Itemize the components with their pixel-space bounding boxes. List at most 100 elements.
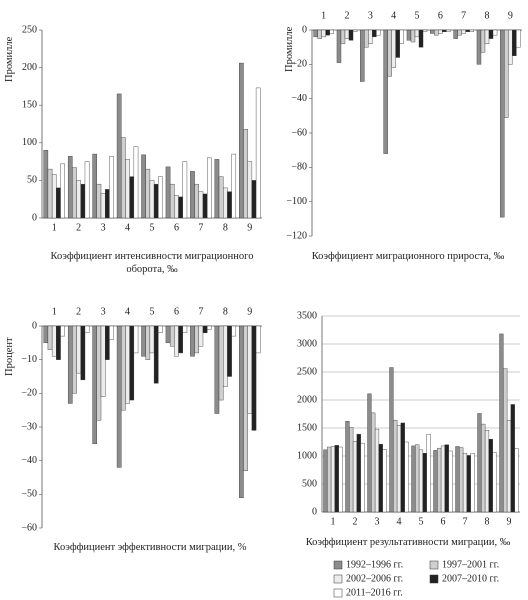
bar <box>231 325 237 337</box>
bar <box>251 325 257 431</box>
y-tick-label: −60 <box>21 522 37 533</box>
bar <box>433 450 438 513</box>
legend-label: 2011–2016 гг. <box>346 587 403 598</box>
bar <box>255 325 261 354</box>
bar <box>92 153 98 219</box>
bar <box>330 446 336 513</box>
y-tick-label: 3500 <box>297 310 317 321</box>
x-tick-label: 3 <box>101 306 106 317</box>
y-tick-label: 0 <box>32 212 37 223</box>
bar <box>506 419 512 513</box>
y-axis-label: Промилле <box>284 26 295 72</box>
y-tick-label: −10 <box>21 354 37 365</box>
bar <box>422 29 428 32</box>
bar <box>418 29 424 48</box>
bar <box>360 29 365 82</box>
bar <box>239 325 244 498</box>
bar <box>227 191 232 219</box>
y-tick-label: −100 <box>286 196 307 207</box>
x-tick-label: 9 <box>508 10 513 21</box>
bar <box>247 161 253 219</box>
y-tick-label: −120 <box>286 230 307 241</box>
bar <box>440 445 446 513</box>
bar <box>323 449 328 513</box>
y-tick-label: −60 <box>291 127 307 138</box>
bar <box>516 29 521 48</box>
y-tick-label: 200 <box>22 62 37 73</box>
bar <box>121 137 126 219</box>
bar <box>198 325 204 347</box>
bar <box>418 449 424 513</box>
y-tick-label: 2000 <box>297 394 317 405</box>
x-tick-label: 9 <box>247 306 252 317</box>
bar <box>43 325 49 344</box>
bar <box>352 441 358 513</box>
y-tick-label: 50 <box>27 175 37 186</box>
bar <box>174 325 179 357</box>
bar <box>453 29 458 39</box>
bar <box>243 325 248 471</box>
bar <box>133 325 139 354</box>
bar <box>476 29 482 65</box>
x-tick-label: 3 <box>101 222 106 233</box>
legend-label: 1997–2001 гг. <box>442 559 499 570</box>
bar <box>430 29 435 34</box>
bar <box>395 29 400 58</box>
x-tick-label: 4 <box>125 306 130 317</box>
bar <box>466 455 471 513</box>
bar <box>488 439 493 513</box>
y-tick-label: 0 <box>32 320 37 331</box>
bar <box>121 325 126 411</box>
x-tick-label: 6 <box>174 306 179 317</box>
y-tick-label: 500 <box>302 478 317 489</box>
bar <box>165 166 171 219</box>
bar <box>194 325 199 354</box>
bar <box>368 29 373 44</box>
bar <box>80 325 86 381</box>
bar <box>512 29 517 56</box>
bar <box>410 29 416 43</box>
bar <box>338 446 343 513</box>
bar <box>400 422 405 513</box>
y-tick-label: 100 <box>22 137 37 148</box>
bar <box>56 187 61 219</box>
x-tick-label: 7 <box>461 10 466 21</box>
bar <box>109 325 114 340</box>
bar <box>169 325 175 347</box>
y-tick-label: 1000 <box>297 450 317 461</box>
bar <box>198 191 204 219</box>
bar <box>96 325 102 421</box>
bar <box>334 445 339 513</box>
bar <box>255 87 261 219</box>
x-tick-label: 3 <box>375 516 380 527</box>
y-tick-label: 0 <box>302 24 307 35</box>
bar <box>67 325 73 404</box>
bar <box>190 325 195 357</box>
bar <box>484 430 490 513</box>
bar <box>477 413 482 513</box>
bar <box>393 419 398 513</box>
legend-swatch <box>333 588 343 598</box>
bar <box>437 447 442 513</box>
bar <box>329 29 334 34</box>
bar <box>327 446 332 513</box>
x-tick-label: 5 <box>150 222 155 233</box>
bar <box>457 29 462 36</box>
bar <box>109 156 114 219</box>
bar <box>481 423 486 513</box>
bar <box>165 325 171 344</box>
bar <box>105 325 110 360</box>
bar <box>206 157 212 219</box>
bar <box>223 187 228 219</box>
bar <box>60 325 65 337</box>
bar <box>231 153 237 219</box>
bar <box>182 161 188 219</box>
bar <box>182 325 188 333</box>
bar <box>100 325 106 397</box>
bar <box>247 325 253 414</box>
bar <box>345 421 350 513</box>
bar <box>446 29 451 32</box>
bar <box>426 433 431 513</box>
x-tick-label: 2 <box>76 306 81 317</box>
